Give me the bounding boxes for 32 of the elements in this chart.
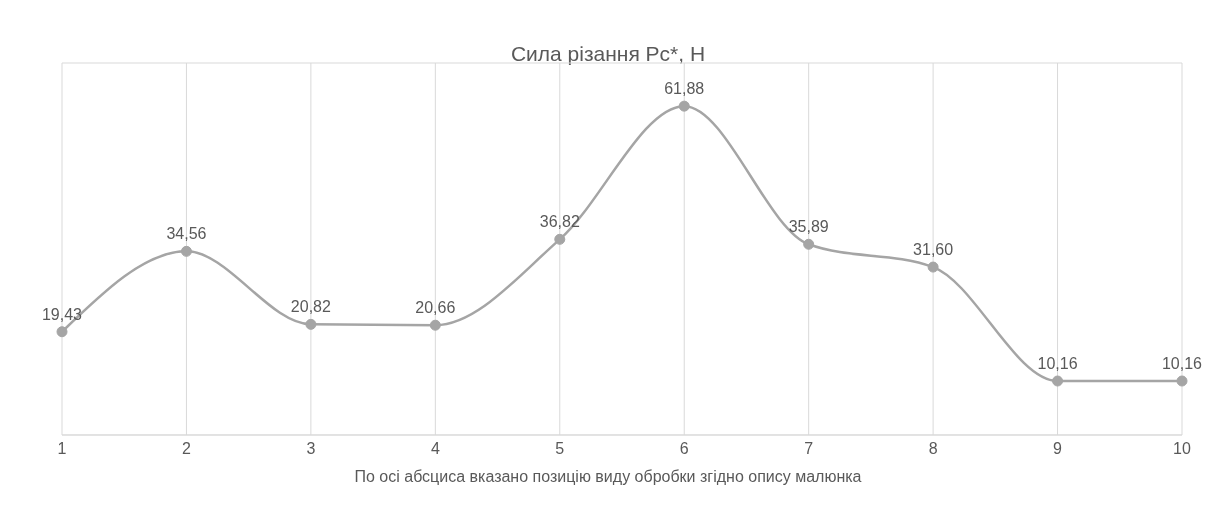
x-tick-label: 4	[430, 440, 440, 458]
point	[1176, 375, 1188, 387]
point	[678, 100, 690, 112]
data-label: 19,43	[41, 305, 83, 323]
point	[305, 318, 317, 330]
point	[803, 238, 815, 250]
point	[1052, 375, 1064, 387]
x-tick-label: 3	[306, 440, 316, 458]
data-label: 10,16	[1161, 355, 1203, 373]
point	[180, 245, 192, 257]
point	[554, 233, 566, 245]
data-label: 36,82	[539, 213, 580, 231]
x-tick-label: 9	[1053, 440, 1063, 458]
point	[429, 319, 441, 331]
x-tick-label: 10	[1173, 440, 1191, 458]
data-label: 34,56	[166, 225, 207, 243]
x-tick-label: 6	[679, 440, 689, 458]
data-label: 35,89	[788, 218, 829, 236]
data-label: 31,60	[913, 241, 954, 259]
x-tick-label: 7	[804, 440, 814, 458]
data-label: 20,82	[290, 298, 332, 316]
point	[927, 261, 939, 273]
data-label: 20,66	[415, 299, 456, 317]
point	[56, 326, 68, 338]
x-tick-label: 8	[928, 440, 938, 458]
chart-title: Сила різання Pc*, Н	[509, 42, 707, 66]
x-tick-label: 5	[555, 440, 565, 458]
x-tick-label: 2	[181, 440, 191, 458]
data-label: 61,88	[664, 80, 705, 98]
data-label: 10,16	[1037, 355, 1078, 373]
x-tick-label: 1	[57, 440, 67, 458]
x-axis-title: По осі абсциса вказано позицію виду обробки згідно опису малюнка	[353, 468, 863, 486]
